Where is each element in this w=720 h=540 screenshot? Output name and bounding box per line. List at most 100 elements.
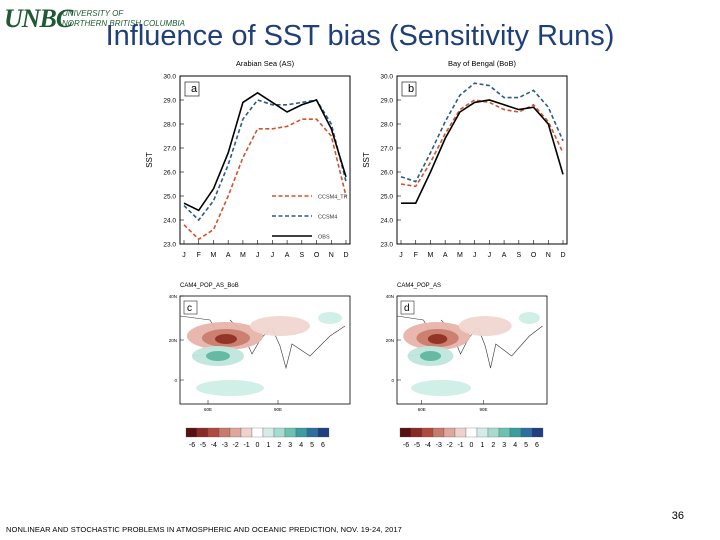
y-tick-label: 25.0	[380, 194, 393, 201]
series-line-ccsm4	[400, 82, 564, 183]
y-tick-label: 27.0	[380, 146, 393, 153]
y-tick-label: 30.0	[380, 74, 393, 81]
x-tick-label: O	[314, 252, 320, 259]
x-tick-label: N	[329, 252, 334, 259]
slide-title: Influence of SST bias (Sensitivity Runs)	[105, 20, 615, 52]
panel-label: a	[191, 83, 198, 95]
colorbar-swatch	[421, 427, 434, 438]
lat-tick-label: 20N	[169, 338, 177, 343]
colorbar-swatch	[295, 427, 308, 438]
colorbar-label: 5	[524, 442, 528, 449]
colorbar-label: 2	[491, 442, 495, 449]
x-tick-label: J	[399, 252, 403, 259]
colorbar-label: -4	[425, 442, 431, 449]
logo-mark: UNBC	[4, 4, 73, 33]
colorbar-label: -4	[211, 442, 217, 449]
panel-label: d	[404, 303, 410, 314]
x-tick-label: D	[343, 252, 348, 259]
lon-tick-label: 60E	[204, 407, 212, 412]
colorbar-label: 1	[480, 442, 484, 449]
colorbar-swatch	[185, 427, 198, 438]
colorbar-swatch	[410, 427, 423, 438]
line-chart-b: Bay of Bengal (BoB) b SST 23.0 24.0 25.0 26.0 2…	[362, 59, 568, 259]
map-title: CAM4_POP_AS_BoB	[180, 283, 239, 289]
y-tick-label: 27.0	[163, 146, 176, 153]
lat-tick-label: 0	[174, 378, 177, 383]
x-tick-label: A	[443, 252, 448, 259]
colorbar-label: 3	[502, 442, 506, 449]
panel-label: b	[408, 83, 414, 95]
x-tick-label: A	[502, 252, 507, 259]
colorbar-swatch	[317, 427, 330, 438]
y-tick-label: 28.0	[163, 122, 176, 129]
y-tick-label: 29.0	[163, 98, 176, 105]
colorbar-swatch	[454, 427, 467, 438]
colorbar-swatch	[509, 427, 522, 438]
legend-label: CCSM4_TR	[318, 195, 348, 201]
anomaly-contour	[518, 312, 540, 324]
colorbar-label: -2	[447, 442, 453, 449]
legend-label: CCSM4	[318, 215, 337, 221]
y-tick-label: 24.0	[380, 218, 393, 225]
x-tick-label: N	[546, 252, 551, 259]
panel-label-box	[183, 300, 198, 315]
lat-tick-label: 40N	[169, 294, 177, 299]
colorbar: -6 -5 -4 -3 -2 -1 0 1 2 3 4 5 6	[185, 427, 330, 449]
colorbar-swatch	[487, 427, 500, 438]
anomaly-contour	[318, 312, 342, 324]
logo-line-1: UNIVERSITY OF	[62, 9, 124, 18]
x-tick-label: S	[516, 252, 521, 259]
colorbar-label: -3	[436, 442, 442, 449]
colorbar-swatch	[531, 427, 544, 438]
colorbar-swatch	[262, 427, 275, 438]
logo-line-2: NORTHERN BRITISH COLUMBIA	[62, 19, 185, 28]
colorbar-label: -1	[243, 442, 249, 449]
lon-tick-label: 90E	[274, 407, 282, 412]
logo-text: UNIVERSITY OF NORTHERN BRITISH COLUMBIA	[62, 9, 185, 29]
colorbar-label: -1	[457, 442, 463, 449]
colorbar-label: 2	[277, 442, 281, 449]
colorbar-swatch	[229, 427, 242, 438]
legend-label: OBS	[318, 235, 330, 241]
panel-label-box	[401, 81, 417, 97]
colorbar-label: 1	[266, 442, 270, 449]
colorbar-swatch	[196, 427, 209, 438]
footer: NONLINEAR AND STOCHASTIC PROBLEMS IN ATM…	[6, 525, 402, 534]
colorbar-label: 6	[321, 442, 325, 449]
plot-frame	[179, 75, 351, 245]
panel-label-box	[184, 81, 200, 97]
colorbar-label: 4	[299, 442, 303, 449]
lat-tick-label: 40N	[386, 294, 394, 299]
x-tick-label: S	[299, 252, 304, 259]
chart-title: Arabian Sea (AS)	[236, 59, 295, 68]
colorbar-swatch	[476, 427, 489, 438]
y-tick-label: 29.0	[380, 98, 393, 105]
colorbar-label: -6	[189, 442, 195, 449]
colorbar-label: -6	[403, 442, 409, 449]
anomaly-contour	[411, 380, 472, 396]
anomaly-contour	[427, 334, 448, 344]
x-tick-label: J	[256, 252, 260, 259]
line-chart-a: Arabian Sea (AS) a SST 23.0 24.0 25.0 26.0 27.0…	[145, 59, 351, 259]
map-title: CAM4_POP_AS	[397, 283, 441, 289]
colorbar-swatch	[306, 427, 319, 438]
colorbar-label: 0	[256, 442, 260, 449]
colorbar-label: -2	[233, 442, 239, 449]
colorbar-swatch	[218, 427, 231, 438]
colorbar-label: -3	[222, 442, 228, 449]
x-tick-label: M	[211, 252, 217, 259]
lat-tick-label: 20N	[386, 338, 394, 343]
anomaly-contour	[215, 334, 237, 344]
series-line-ccsm4	[183, 99, 347, 222]
x-tick-label: M	[240, 252, 246, 259]
colorbar-label: 6	[535, 442, 539, 449]
colorbar-label: 4	[513, 442, 517, 449]
y-tick-label: 25.0	[163, 194, 176, 201]
colorbar: -6 -5 -4 -3 -2 -1 0 1 2 3 4 5 6	[399, 427, 544, 449]
x-tick-label: M	[457, 252, 463, 259]
plot-frame	[396, 75, 568, 245]
page-number: 36	[671, 510, 684, 522]
y-tick-label: 30.0	[163, 74, 176, 81]
